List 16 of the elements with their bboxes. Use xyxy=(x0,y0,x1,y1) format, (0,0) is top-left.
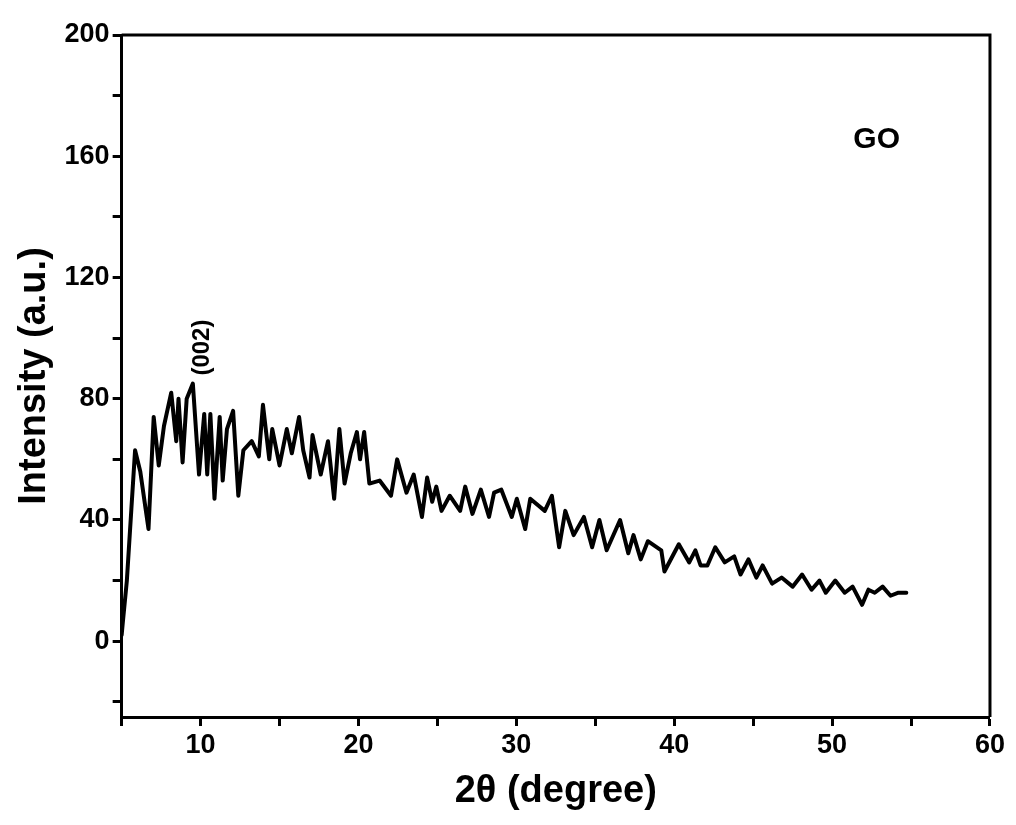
x-tick-label: 60 xyxy=(974,728,1006,759)
y-tick-label: 0 xyxy=(94,624,110,655)
x-tick-label: 50 xyxy=(817,728,848,759)
annotation: (002) xyxy=(187,319,215,376)
y-axis-title: Intensity (a.u.) xyxy=(11,247,54,505)
y-tick-label: 120 xyxy=(64,260,110,291)
y-tick-label: 80 xyxy=(79,382,110,413)
x-tick-label: 30 xyxy=(501,728,532,759)
y-tick-label: 40 xyxy=(79,503,110,534)
x-tick-label: 10 xyxy=(185,728,216,759)
x-axis-title: 2θ (degree) xyxy=(454,767,657,810)
y-tick-label: 160 xyxy=(64,139,110,170)
annotation: GO xyxy=(853,121,900,155)
y-tick-label: 200 xyxy=(64,18,110,49)
x-tick-label: 40 xyxy=(659,728,690,759)
x-tick-label: 20 xyxy=(343,728,374,759)
